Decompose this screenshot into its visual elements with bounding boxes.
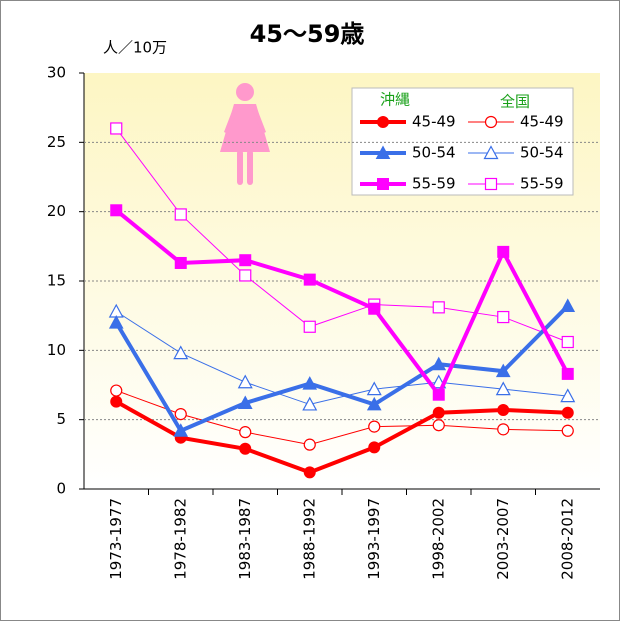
y-tick-label: 20 [47,202,66,220]
marker [483,145,499,160]
marker [239,426,252,439]
marker [110,204,123,217]
marker [560,388,576,403]
y-tick-label: 10 [47,341,66,359]
series-line [115,399,568,475]
legend-label: 50-54 [412,144,456,162]
marker [497,423,510,436]
marker [108,315,124,329]
marker [561,406,574,419]
legend-label: 45-49 [520,113,564,131]
marker [561,424,574,437]
marker [432,388,445,401]
x-tick-label: 1993-1997 [365,498,383,580]
marker [368,302,381,315]
x-tick-label: 2008-2012 [558,498,576,580]
marker [484,115,498,129]
marker [174,208,187,221]
marker [497,310,510,324]
legend-label: 45-49 [412,113,456,131]
x-tick-label: 1973-1977 [107,498,125,580]
marker [495,363,511,378]
y-tick-label: 30 [47,64,66,82]
series-line [115,311,568,405]
marker [561,335,574,349]
marker [366,381,382,396]
marker [110,395,123,408]
marker [303,273,316,286]
series-line [114,208,570,399]
legend-label: 55-59 [412,175,456,193]
marker [239,269,252,282]
marker [497,245,510,258]
marker [303,320,316,333]
legend-group: 全国 [500,93,530,111]
marker [110,384,123,397]
marker [303,466,316,479]
y-tick-label: 25 [47,133,66,151]
marker [484,177,498,191]
legend-label: 55-59 [520,175,564,193]
marker [173,423,189,437]
marker [239,442,252,455]
x-tick-label: 1978-1982 [171,498,189,580]
marker [561,367,574,380]
marker [497,403,510,416]
marker [368,420,381,433]
marker [174,408,187,421]
x-tick-label: 2003-2007 [494,498,512,580]
marker [302,376,318,390]
series-line [115,128,568,343]
marker [110,122,123,135]
marker [431,356,447,371]
marker [302,396,318,411]
marker [368,441,381,454]
y-tick-label: 5 [56,410,66,428]
x-tick-label: 1983-1987 [236,498,254,580]
marker [377,178,389,190]
female-icon [220,83,270,185]
marker [432,406,445,419]
legend [351,87,574,196]
y-tick-label: 15 [47,272,66,290]
marker [239,254,252,267]
series-line [114,304,570,434]
y-unit: 人／10万 [103,39,167,57]
chart-title: 45〜59歳 [250,20,365,48]
legend-group: 沖縄 [380,91,410,109]
x-tick-label: 1998-2002 [429,498,447,580]
marker [377,116,389,128]
marker [237,374,253,389]
x-tick-label: 1988-1992 [300,498,318,580]
marker [560,298,576,312]
marker [174,256,187,269]
marker [366,396,382,411]
marker [432,301,445,314]
marker [303,438,316,451]
marker [432,419,445,432]
marker [375,145,391,159]
marker [495,381,511,396]
marker [173,345,189,360]
y-tick-label: 0 [56,480,66,498]
legend-label: 50-54 [520,144,564,162]
marker [237,395,253,410]
series-line [116,390,568,446]
